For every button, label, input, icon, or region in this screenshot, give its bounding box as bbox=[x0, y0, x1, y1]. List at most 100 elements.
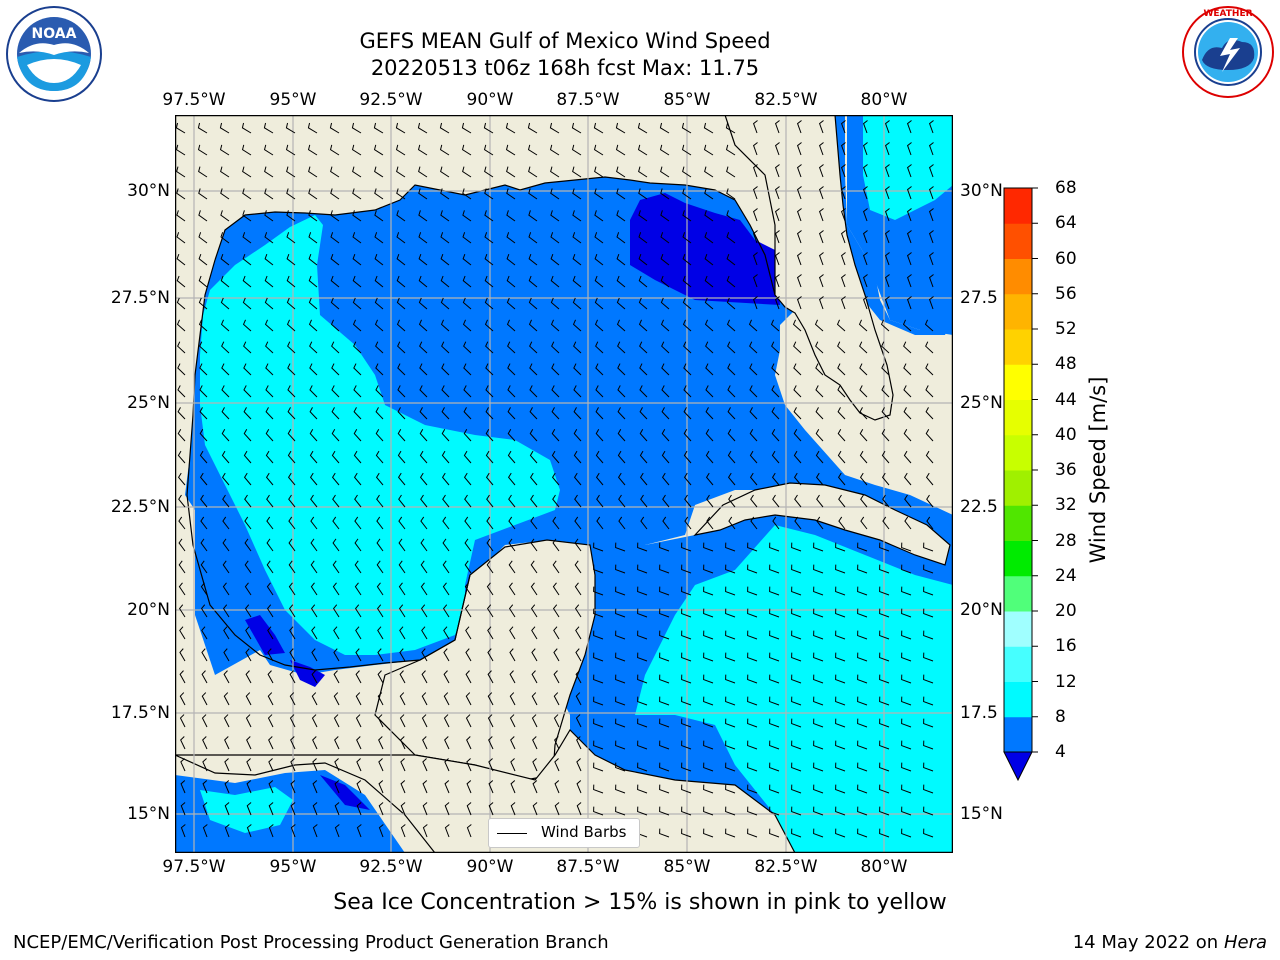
wind-barb bbox=[879, 740, 890, 750]
wind-barb bbox=[923, 630, 934, 640]
wind-barb bbox=[506, 319, 516, 332]
wind-barb bbox=[835, 630, 846, 640]
wind-barb bbox=[573, 472, 582, 486]
wind-barb bbox=[444, 780, 450, 794]
wind-barb bbox=[796, 120, 802, 134]
wind-barb bbox=[815, 472, 824, 486]
wind-barb bbox=[840, 120, 846, 134]
wind-barb bbox=[593, 652, 604, 662]
wind-barb bbox=[573, 429, 582, 442]
wind-barb bbox=[223, 692, 230, 706]
wind-barb bbox=[769, 740, 780, 750]
wind-barb bbox=[333, 692, 340, 706]
wind-barb bbox=[244, 604, 252, 618]
wind-barb bbox=[352, 210, 362, 222]
wind-barb bbox=[263, 122, 274, 134]
wind-barb bbox=[926, 516, 934, 530]
wind-barb bbox=[443, 714, 450, 728]
wind-barb bbox=[331, 363, 340, 376]
wind-barb bbox=[901, 718, 912, 728]
colorbar-tick-label: 56 bbox=[1055, 283, 1077, 304]
wind-barb bbox=[752, 274, 758, 288]
wind-barb bbox=[727, 363, 736, 376]
wind-barb bbox=[752, 186, 758, 200]
wind-barb bbox=[683, 407, 692, 420]
wind-barb bbox=[593, 564, 604, 574]
colorbar-tick-label: 32 bbox=[1055, 495, 1077, 516]
wind-barb bbox=[356, 736, 362, 750]
wind-barb bbox=[859, 363, 868, 376]
wind-barb bbox=[352, 319, 362, 332]
wind-barb bbox=[332, 538, 340, 552]
wind-barb bbox=[488, 802, 494, 816]
wind-barb bbox=[220, 166, 230, 178]
wind-barb bbox=[682, 188, 692, 200]
wind-barb bbox=[354, 538, 362, 552]
wind-barb bbox=[725, 718, 736, 728]
lat-tick-right: 17.5 bbox=[960, 703, 998, 723]
wind-barb bbox=[331, 472, 340, 486]
wind-barb bbox=[862, 274, 868, 288]
wind-barb bbox=[703, 586, 714, 596]
wind-barb bbox=[444, 802, 450, 816]
wind-barb bbox=[354, 494, 362, 508]
wind-barb bbox=[638, 188, 648, 200]
wind-barb bbox=[879, 784, 890, 794]
wind-barb bbox=[310, 560, 318, 574]
wind-barb bbox=[353, 429, 362, 442]
wind-barb bbox=[928, 208, 934, 222]
wind-barb bbox=[529, 429, 538, 442]
wind-barb bbox=[813, 674, 824, 684]
wind-barb bbox=[485, 407, 494, 420]
wind-barb bbox=[574, 604, 582, 618]
wind-barb bbox=[813, 630, 824, 640]
wind-barb bbox=[859, 385, 868, 398]
wind-barb bbox=[444, 824, 450, 838]
wind-barb bbox=[595, 450, 604, 464]
wind-barb bbox=[881, 429, 890, 442]
wind-barb bbox=[884, 252, 890, 266]
wind-barb bbox=[396, 253, 406, 266]
wind-barb bbox=[510, 758, 516, 772]
wind-barb bbox=[660, 275, 670, 288]
wind-barb bbox=[527, 122, 538, 134]
wind-barb bbox=[375, 341, 384, 354]
wind-barb bbox=[593, 806, 604, 816]
wind-barb bbox=[725, 762, 736, 772]
wind-barb bbox=[769, 652, 780, 662]
wind-barb bbox=[531, 714, 538, 728]
wind-barb bbox=[923, 542, 934, 552]
wind-barb bbox=[421, 626, 428, 640]
wind-barb bbox=[486, 538, 494, 552]
wind-barb bbox=[398, 582, 406, 596]
wind-barb bbox=[659, 806, 670, 816]
wind-barb bbox=[816, 494, 824, 508]
wind-barb bbox=[288, 604, 296, 618]
wind-barb bbox=[836, 319, 846, 332]
wind-barb bbox=[616, 232, 626, 244]
wind-barb bbox=[334, 780, 340, 794]
wind-barb bbox=[572, 253, 582, 266]
wind-barb bbox=[220, 188, 230, 200]
wind-barb bbox=[574, 494, 582, 508]
wind-barb bbox=[176, 232, 186, 244]
wind-barb bbox=[661, 385, 670, 398]
wind-barb bbox=[440, 297, 450, 310]
colorbar-bin bbox=[1004, 540, 1032, 577]
wind-barb bbox=[246, 780, 252, 794]
lon-tick-top: 80°W bbox=[860, 90, 908, 110]
wind-barb bbox=[484, 166, 494, 178]
wind-barb bbox=[639, 407, 648, 420]
colorbar-bin bbox=[1004, 188, 1032, 224]
wind-barb bbox=[659, 542, 670, 552]
wind-barb bbox=[465, 670, 472, 684]
wind-barb bbox=[509, 648, 516, 662]
wind-barb bbox=[287, 450, 296, 464]
wind-barb bbox=[575, 670, 582, 684]
wind-barb bbox=[637, 718, 648, 728]
wind-barb bbox=[593, 762, 604, 772]
wind-barb bbox=[881, 341, 890, 354]
wind-barb bbox=[180, 780, 186, 794]
lon-tick-bottom: 97.5°W bbox=[162, 857, 226, 877]
wind-barb bbox=[266, 560, 274, 574]
